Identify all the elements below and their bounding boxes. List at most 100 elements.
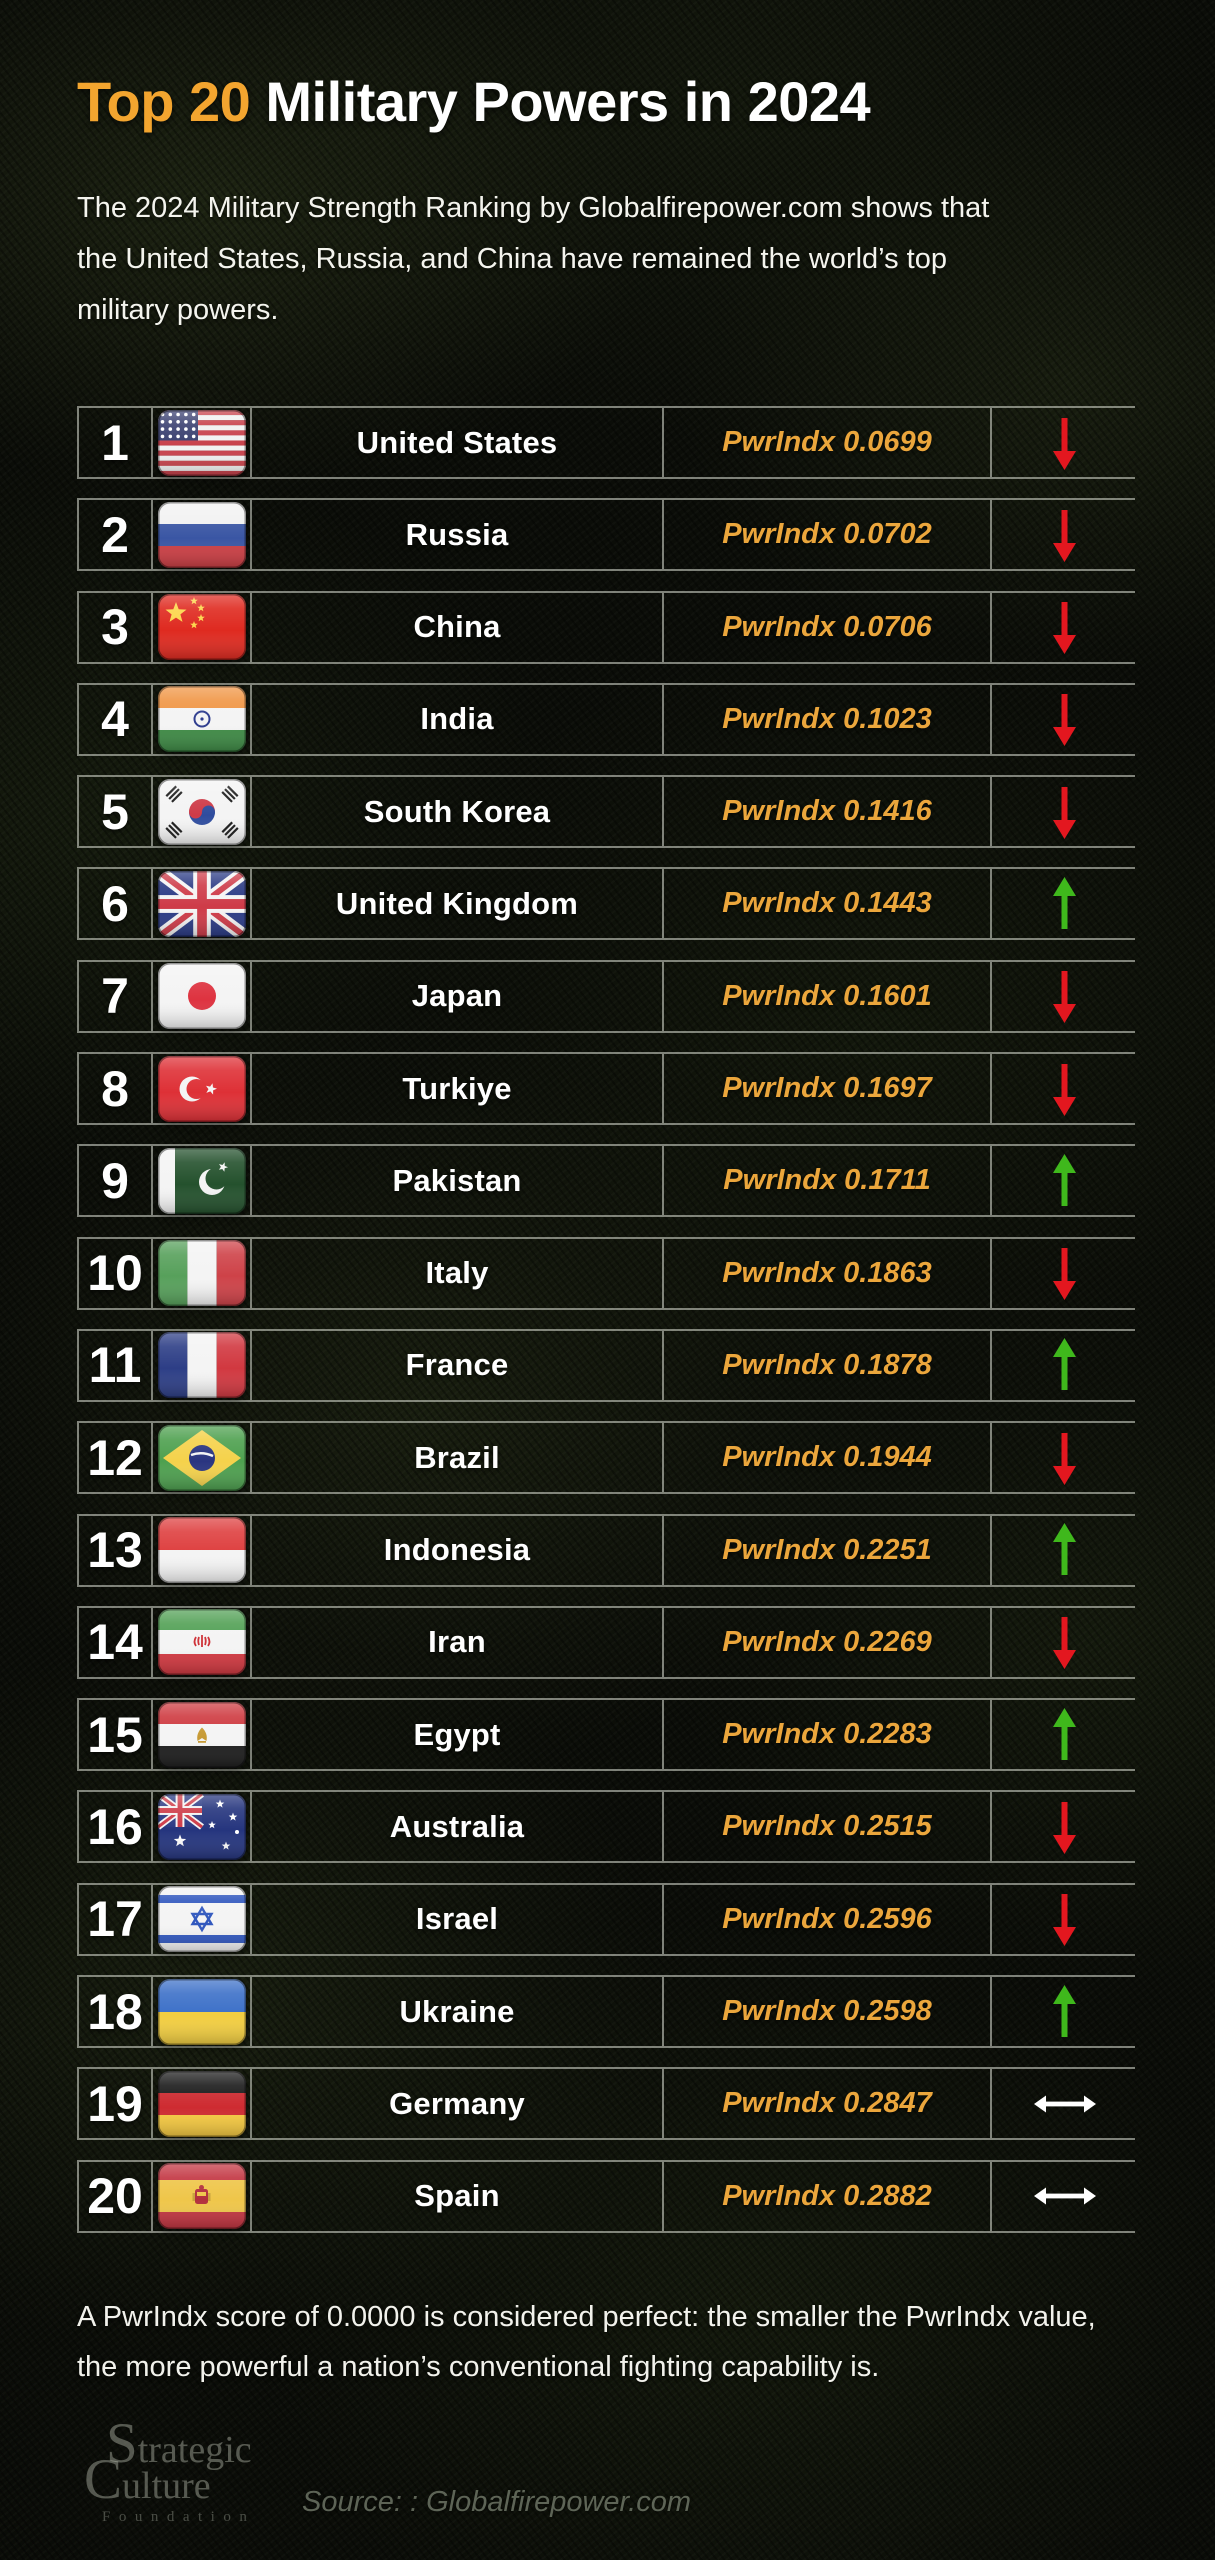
- table-row: 16 Australia PwrIndx 0.2515: [77, 1790, 1135, 1864]
- table-row: 14 Iran PwrIndx 0.2269: [77, 1605, 1137, 1679]
- pwrindx-value: PwrIndx 0.1711: [664, 1146, 992, 1216]
- flag-de-icon: [157, 2070, 246, 2137]
- arrow-down-icon: [992, 1054, 1137, 1123]
- flag-id-icon: [157, 1517, 246, 1584]
- arrow-down-icon: [992, 500, 1137, 569]
- pwrindx-value: PwrIndx 0.1697: [664, 1054, 992, 1124]
- flag-eg-icon: [157, 1701, 246, 1768]
- flag-cell: [153, 408, 252, 477]
- rank-number: 18: [79, 1977, 153, 2047]
- flag-cell: [153, 1515, 252, 1585]
- pwrindx-value: PwrIndx 0.1944: [664, 1423, 992, 1493]
- table-row: 9 Pakistan PwrIndx 0.1711: [77, 1144, 1135, 1218]
- table-row: 15 Egypt PwrIndx 0.2283: [77, 1698, 1137, 1772]
- flag-gb-icon: [157, 870, 246, 937]
- flag-cell: [153, 1054, 252, 1124]
- flag-cell: [153, 684, 252, 754]
- source-credit: Source: : Globalfirepower.com: [302, 2486, 691, 2518]
- arrow-up-icon: [992, 1977, 1137, 2046]
- rank-number: 16: [79, 1792, 153, 1862]
- arrow-up-icon: [992, 1700, 1137, 1769]
- rank-number: 3: [79, 592, 153, 662]
- page-title: Top 20 Military Powers in 2024: [77, 70, 871, 133]
- table-row: 3 China PwrIndx 0.0706: [77, 590, 1137, 664]
- table-row: 4 India PwrIndx 0.1023: [77, 682, 1137, 756]
- country-name: Italy: [252, 1238, 664, 1308]
- flag-cell: [153, 1977, 252, 2047]
- flag-cn-icon: [157, 594, 246, 661]
- rank-number: 17: [79, 1884, 153, 1954]
- table-row: 19 Germany PwrIndx 0.2847: [77, 2067, 1135, 2141]
- pwrindx-value: PwrIndx 0.0702: [664, 500, 992, 570]
- table-row: 7 Japan PwrIndx 0.1601: [77, 959, 1137, 1033]
- pwrindx-value: PwrIndx 0.0706: [664, 592, 992, 662]
- rank-number: 1: [79, 408, 153, 477]
- pwrindx-value: PwrIndx 0.1863: [664, 1238, 992, 1308]
- flag-cell: [153, 869, 252, 939]
- arrow-up-icon: [992, 1516, 1137, 1585]
- country-name: United Kingdom: [252, 869, 664, 939]
- footnote-line: A PwrIndx score of 0.0000 is considered …: [77, 2301, 1096, 2333]
- arrow-up-icon: [992, 1331, 1137, 1400]
- pwrindx-value: PwrIndx 0.2251: [664, 1515, 992, 1585]
- country-name: France: [252, 1330, 664, 1400]
- subtitle-line: The 2024 Military Strength Ranking by Gl…: [77, 192, 990, 224]
- flag-cell: [153, 1330, 252, 1400]
- flag-cell: [153, 592, 252, 662]
- country-name: United States: [252, 408, 664, 477]
- pwrindx-value: PwrIndx 0.2515: [664, 1792, 992, 1862]
- pwrindx-value: PwrIndx 0.1601: [664, 961, 992, 1031]
- rank-number: 15: [79, 1700, 153, 1770]
- table-row: 5 South Korea PwrIndx 0.1416: [77, 775, 1135, 849]
- pwrindx-value: PwrIndx 0.2598: [664, 1977, 992, 2047]
- table-row: 20 Spain PwrIndx 0.2882: [77, 2159, 1135, 2233]
- flag-jp-icon: [157, 963, 246, 1030]
- country-name: Egypt: [252, 1700, 664, 1770]
- flag-il-icon: [157, 1886, 246, 1953]
- rank-number: 13: [79, 1515, 153, 1585]
- table-row: 12 Brazil PwrIndx 0.1944: [77, 1421, 1137, 1495]
- rank-number: 9: [79, 1146, 153, 1216]
- flag-us-icon: [157, 409, 246, 476]
- rank-number: 2: [79, 500, 153, 570]
- flag-ua-icon: [157, 1978, 246, 2045]
- flag-cell: [153, 2161, 252, 2231]
- ranking-table: 1 United States PwrIndx 0.0699 2 Russia …: [77, 406, 1135, 2233]
- footnote: A PwrIndx score of 0.0000 is considered …: [77, 2292, 1167, 2392]
- arrow-down-icon: [992, 1423, 1137, 1492]
- arrow-down-icon: [992, 593, 1137, 662]
- rank-number: 8: [79, 1054, 153, 1124]
- country-name: Japan: [252, 961, 664, 1031]
- arrow-down-icon: [992, 685, 1137, 754]
- logo-line: Foundation: [102, 2509, 256, 2525]
- title-highlight: Top 20: [77, 70, 251, 133]
- table-row: 2 Russia PwrIndx 0.0702: [77, 498, 1137, 572]
- pwrindx-value: PwrIndx 0.1023: [664, 684, 992, 754]
- pwrindx-value: PwrIndx 0.2269: [664, 1607, 992, 1677]
- country-name: Turkiye: [252, 1054, 664, 1124]
- flag-kr-icon: [157, 778, 246, 845]
- flag-pk-icon: [157, 1147, 246, 1214]
- pwrindx-value: PwrIndx 0.2847: [664, 2069, 992, 2139]
- flag-cell: [153, 2069, 252, 2139]
- flag-cell: [153, 961, 252, 1031]
- pwrindx-value: PwrIndx 0.1443: [664, 869, 992, 939]
- country-name: Brazil: [252, 1423, 664, 1493]
- table-row: 1 United States PwrIndx 0.0699: [77, 406, 1135, 479]
- arrow-down-icon: [992, 962, 1137, 1031]
- rank-number: 12: [79, 1423, 153, 1493]
- table-row: 11 France PwrIndx 0.1878: [77, 1328, 1137, 1402]
- arrow-down-icon: [992, 1608, 1137, 1677]
- flag-fr-icon: [157, 1332, 246, 1399]
- rank-number: 6: [79, 869, 153, 939]
- flag-cell: [153, 1146, 252, 1216]
- country-name: Russia: [252, 500, 664, 570]
- rank-number: 11: [79, 1330, 153, 1400]
- strategic-culture-logo: Strategic Culture Foundation: [84, 2425, 256, 2526]
- arrow-down-icon: [992, 408, 1137, 477]
- flag-cell: [153, 1423, 252, 1493]
- country-name: Iran: [252, 1607, 664, 1677]
- flag-in-icon: [157, 686, 246, 753]
- flag-au-icon: [157, 1793, 246, 1860]
